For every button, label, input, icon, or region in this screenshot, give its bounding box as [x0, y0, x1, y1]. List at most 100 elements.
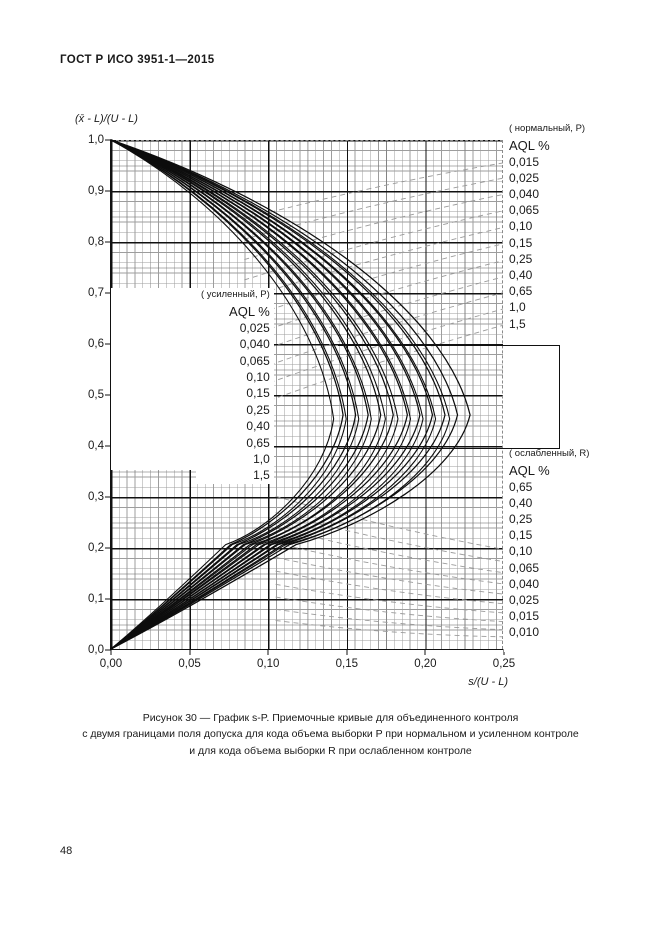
acceptance-curve-tightened	[110, 139, 412, 650]
y-tick-mark	[105, 292, 111, 294]
x-tick-mark	[346, 649, 348, 655]
y-tick-mark	[105, 394, 111, 396]
reduced-curve	[275, 620, 504, 638]
legend-aql-value: 0,40	[509, 268, 533, 282]
legend-normal-inspection: ( нормальный, P) AQL % 0,015 0,025 0,040 0,…	[509, 124, 585, 330]
reduced-curve	[275, 556, 504, 595]
caption-line-1: Рисунок 30 — График s-P. Приемочные крив…	[142, 712, 519, 724]
y-tick-mark	[105, 547, 111, 549]
page-number: 48	[60, 845, 73, 857]
y-tick-mark	[105, 343, 111, 345]
x-axis-title: s/(U - L)	[468, 676, 508, 688]
y-tick-label: 0,8	[88, 236, 104, 248]
legend-reduced-aql-header: AQL %	[509, 462, 550, 478]
acceptance-curve-tightened	[110, 139, 347, 650]
legend-aql-value: 0,065	[509, 203, 540, 218]
acceptance-curve	[110, 139, 459, 650]
legend-normal-title: ( нормальный, P)	[509, 123, 586, 134]
legend-aql-value: 0,25	[246, 402, 270, 417]
legend-aql-value: 0,25	[509, 512, 533, 527]
acceptance-curve-tightened	[110, 139, 386, 650]
acceptance-curve	[110, 139, 471, 650]
x-tick-label: 0,10	[256, 658, 280, 670]
legend-aql-value: 0,025	[509, 170, 540, 185]
acceptance-curve-tightened	[110, 139, 424, 650]
legend-aql-value: 0,15	[509, 528, 533, 543]
acceptance-curve-tightened	[110, 139, 372, 650]
acceptance-curve	[110, 139, 446, 650]
y-axis-title: (x̄ - L)/(U - L)	[75, 113, 138, 125]
acceptance-curve-tightened	[110, 139, 437, 650]
y-tick-label: 0,9	[88, 185, 104, 197]
legend-aql-value: 0,10	[246, 370, 270, 385]
legend-tightened-inspection: ( усиленный, P) AQL % 0,025 0,040 0,065 0,1…	[196, 288, 274, 485]
acceptance-curve-tightened	[110, 139, 399, 650]
reduced-curve	[275, 542, 504, 585]
y-tick-label: 0,4	[88, 440, 104, 452]
legend-aql-value: 0,015	[509, 154, 540, 169]
legend-aql-value: 0,025	[509, 593, 540, 607]
legend-aql-value: 0,040	[509, 187, 540, 202]
x-tick-mark	[189, 649, 191, 655]
legend-aql-value: 0,010	[509, 625, 540, 640]
reduced-curve	[244, 308, 504, 393]
x-tick-label: 0,15	[335, 658, 358, 670]
acceptance-curve-tightened	[110, 139, 451, 650]
reduced-curve	[244, 210, 504, 281]
y-tick-mark	[105, 190, 111, 192]
x-tick-mark	[424, 649, 426, 655]
y-tick-label: 1,0	[88, 134, 104, 146]
y-tick-label: 0,1	[88, 593, 104, 605]
reduced-legend-mask	[504, 447, 661, 652]
legend-aql-value: 1,0	[509, 300, 526, 315]
legend-aql-value: 0,65	[509, 284, 533, 299]
legend-aql-value: 0,40	[509, 495, 533, 510]
legend-aql-value: 0,25	[509, 251, 533, 266]
reduced-curve	[275, 596, 504, 622]
reduced-curve	[244, 243, 504, 319]
y-tick-label: 0,3	[88, 491, 104, 503]
legend-aql-value: 0,10	[509, 544, 533, 559]
legend-reduced-title: ( ослабленный, R)	[509, 448, 590, 459]
reduced-curve	[244, 292, 504, 375]
reduced-curve	[244, 276, 504, 357]
acceptance-curve	[110, 139, 357, 650]
legend-aql-value: 0,15	[509, 235, 533, 250]
legend-aql-value: 0,065	[509, 560, 540, 575]
y-tick-label: 0,0	[88, 644, 104, 656]
normal-legend-mask	[504, 120, 661, 320]
reduced-curve	[244, 162, 504, 220]
legend-normal-aql-header: AQL %	[509, 137, 550, 153]
reduced-curve	[244, 227, 504, 300]
legend-aql-value: 0,40	[246, 419, 270, 434]
x-tick-label: 0,25	[492, 658, 516, 670]
reduced-curve	[244, 194, 504, 261]
caption-line-2: с двумя границами поля допуска для кода …	[82, 728, 579, 741]
x-tick-mark	[110, 649, 112, 655]
acceptance-curves	[110, 139, 504, 650]
legend-aql-value: 0,040	[239, 337, 270, 352]
legend-aql-value: 0,15	[246, 386, 270, 401]
legend-tightened-title: ( усиленный, P)	[201, 289, 270, 300]
y-tick-label: 0,6	[88, 338, 104, 350]
legend-reduced-inspection: ( ослабленный, R) AQL % 0,65 0,40 0,25 0,15…	[509, 449, 589, 638]
legend-aql-value: 0,015	[509, 609, 540, 624]
y-tick-label: 0,7	[88, 287, 104, 299]
reduced-curve	[244, 260, 504, 338]
legend-tightened-aql-header: AQL %	[229, 303, 270, 319]
acceptance-curve-tightened	[110, 139, 360, 650]
legend-aql-value: 1,5	[253, 468, 270, 483]
acceptance-curve	[110, 139, 394, 650]
x-tick-label: 0,00	[99, 658, 123, 670]
reduced-curve	[275, 512, 504, 562]
tightened-legend-mask	[111, 288, 199, 470]
page-header: ГОСТ Р ИСО 3951-1—2015	[60, 54, 215, 66]
y-tick-label: 0,5	[88, 389, 104, 401]
legend-aql-value: 0,65	[509, 479, 533, 494]
y-tick-mark	[105, 598, 111, 600]
reduced-curve	[275, 570, 504, 605]
legend-aql-value: 0,040	[509, 576, 540, 591]
legend-aql-value: 0,65	[246, 435, 270, 450]
y-tick-mark	[105, 496, 111, 498]
reduced-curve	[275, 495, 504, 550]
